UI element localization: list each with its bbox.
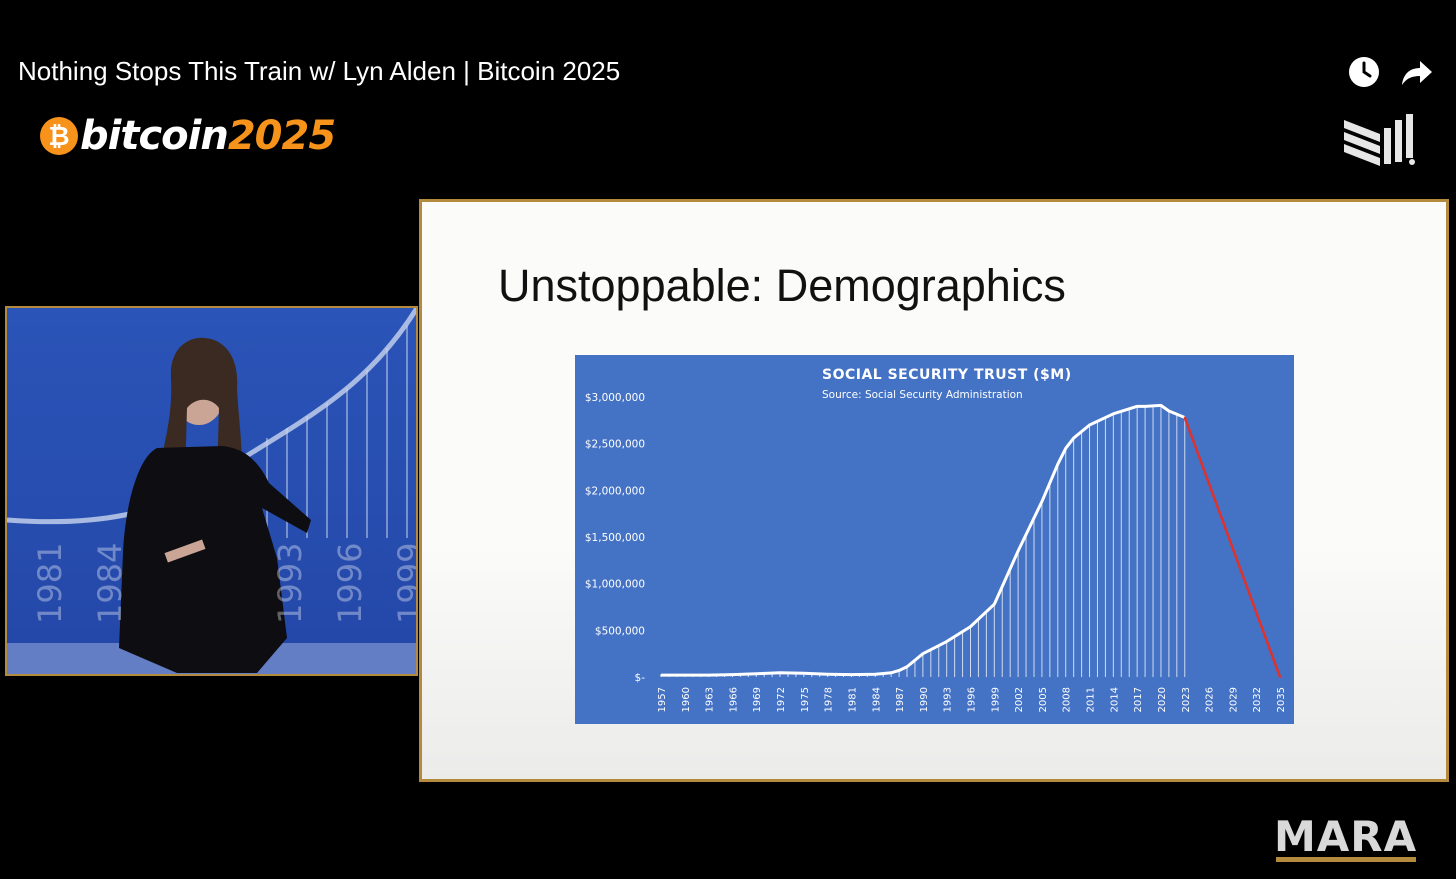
bitcoin-coin-icon: ₿ xyxy=(40,117,78,155)
data-point xyxy=(803,672,805,675)
data-point xyxy=(906,665,908,668)
trust-fund-chart: SOCIAL SECURITY TRUST ($M) Source: Social… xyxy=(575,355,1294,724)
data-point xyxy=(898,669,900,672)
video-title: Nothing Stops This Train w/ Lyn Alden | … xyxy=(18,56,621,86)
x-tick-label: 1966 xyxy=(728,687,739,712)
x-tick-label: 2035 xyxy=(1276,687,1287,712)
data-point xyxy=(731,673,734,676)
x-tick-label: 2029 xyxy=(1228,687,1239,712)
x-tick-label: 1963 xyxy=(705,687,716,712)
bitcoin-2025-logo: ₿ bitcoin2025 xyxy=(40,112,336,160)
x-tick-label: 1987 xyxy=(895,687,906,712)
data-point xyxy=(874,673,877,675)
data-point xyxy=(779,672,781,674)
x-tick-label: 2005 xyxy=(1038,687,1049,712)
x-tick-label: 2017 xyxy=(1133,687,1144,712)
presentation-slide: Unstoppable: Demographics SOCIAL SECURIT… xyxy=(419,199,1449,782)
chart-subtitle: Source: Social Security Administration xyxy=(822,389,1023,401)
x-tick-label: 2026 xyxy=(1205,687,1216,712)
data-point xyxy=(945,640,948,643)
x-tick-label: 1993 xyxy=(943,687,954,712)
x-tick-label: 2032 xyxy=(1252,687,1263,712)
year-label: 1981 xyxy=(31,542,69,624)
data-point xyxy=(850,673,853,676)
data-point xyxy=(1072,437,1075,439)
data-point xyxy=(1168,410,1170,412)
y-tick-label: $1,500,000 xyxy=(585,532,645,544)
y-tick-label: $500,000 xyxy=(595,625,645,637)
year-label: 1993 xyxy=(271,542,309,624)
x-tick-label: 2014 xyxy=(1109,687,1120,712)
data-point xyxy=(707,674,710,676)
year-label: 1999 xyxy=(391,542,418,624)
watch-later-icon[interactable] xyxy=(1347,55,1381,89)
data-point xyxy=(1041,500,1043,503)
speaker-figure xyxy=(119,337,311,673)
data-point xyxy=(1136,405,1138,408)
data-point xyxy=(969,625,972,628)
event-wordmark: bitcoin2025 xyxy=(80,113,336,159)
x-tick-label: 1984 xyxy=(871,687,882,712)
x-tick-label: 2011 xyxy=(1086,687,1097,712)
x-tick-label: 1957 xyxy=(657,687,668,712)
mara-sponsor-logo: MARA xyxy=(1274,812,1418,861)
data-point xyxy=(1144,405,1146,408)
x-tick-label: 1972 xyxy=(776,687,787,712)
projection-point xyxy=(1279,676,1281,678)
year-label: 1984 xyxy=(91,542,129,624)
x-tick-label: 1996 xyxy=(967,687,978,712)
data-point xyxy=(660,674,662,676)
data-point xyxy=(684,674,686,676)
series-line-projection xyxy=(1183,417,1282,678)
y-tick-label: $2,000,000 xyxy=(585,485,645,497)
mara-logo-underline xyxy=(1276,857,1416,862)
data-point xyxy=(755,672,758,675)
data-point xyxy=(1160,404,1162,407)
x-tick-label: 1969 xyxy=(752,687,763,712)
speaker-camera-feed: 1981 1984 1993 1996 1999 xyxy=(5,306,418,676)
chart-title: SOCIAL SECURITY TRUST ($M) xyxy=(822,367,1072,383)
y-tick-label: $- xyxy=(635,672,646,684)
y-tick-label: $3,000,000 xyxy=(585,392,645,404)
x-tick-label: 1990 xyxy=(919,687,930,712)
data-point xyxy=(993,603,996,605)
x-tick-label: 2023 xyxy=(1181,687,1192,712)
data-point xyxy=(1056,463,1059,465)
y-tick-label: $2,500,000 xyxy=(585,439,645,451)
camera-background-graphic xyxy=(7,308,416,674)
x-tick-label: 2008 xyxy=(1062,687,1073,712)
x-tick-label: 2002 xyxy=(1014,687,1025,712)
y-tick-label: $1,000,000 xyxy=(585,579,645,591)
data-point xyxy=(1017,550,1019,552)
data-point xyxy=(922,652,924,655)
channel-logo-icon xyxy=(1344,114,1415,166)
x-tick-label: 1981 xyxy=(847,687,858,712)
chart-canvas: SOCIAL SECURITY TRUST ($M) Source: Social… xyxy=(585,367,1287,712)
event-year: 2025 xyxy=(227,113,336,159)
data-point xyxy=(1064,447,1067,450)
x-tick-label: 1978 xyxy=(824,687,835,712)
year-label: 1996 xyxy=(331,542,369,624)
slide-title: Unstoppable: Demographics xyxy=(498,260,1066,311)
projection-point xyxy=(1183,416,1186,419)
series-line-trust-balance xyxy=(661,403,1186,677)
data-point xyxy=(1088,424,1091,426)
event-word: bitcoin xyxy=(80,113,229,159)
data-point xyxy=(826,673,829,675)
data-point xyxy=(1112,413,1115,415)
x-tick-label: 2020 xyxy=(1157,687,1168,712)
x-tick-label: 1975 xyxy=(800,687,811,712)
x-tick-label: 1999 xyxy=(990,687,1001,712)
data-point xyxy=(890,672,892,674)
share-icon[interactable] xyxy=(1400,55,1434,89)
x-tick-label: 1960 xyxy=(681,687,692,712)
